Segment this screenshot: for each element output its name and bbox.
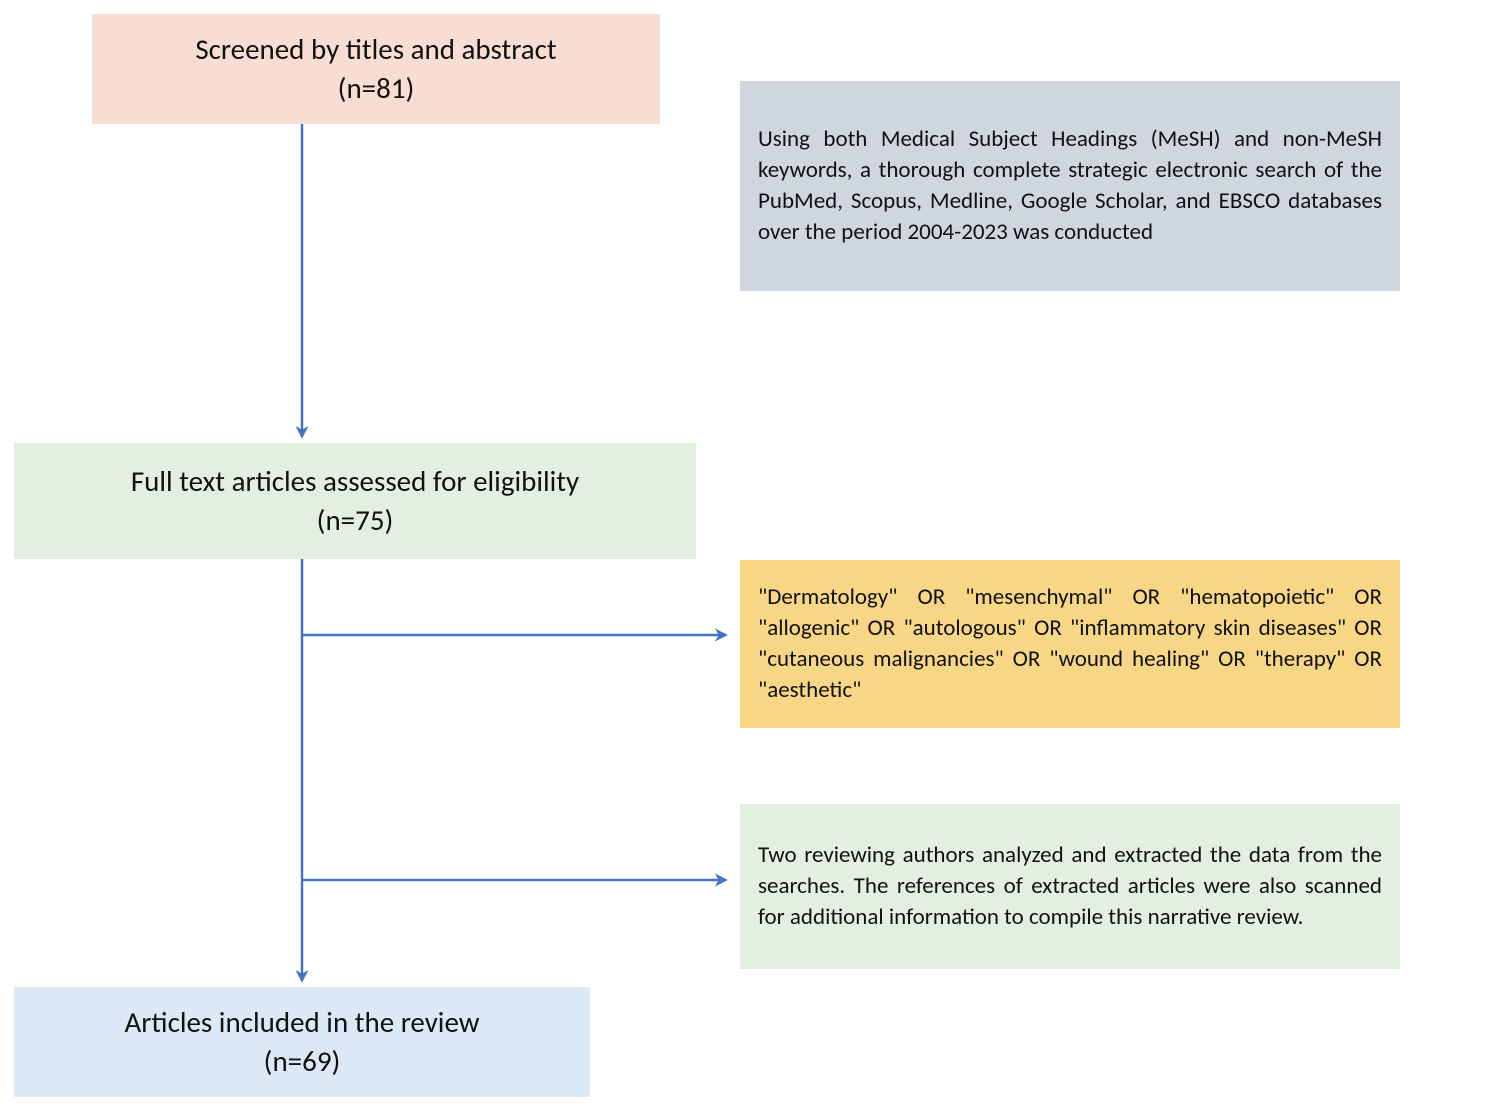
node-title: Articles included in the review: [32, 1003, 572, 1042]
node-text: Two reviewing authors analyzed and extra…: [758, 840, 1382, 933]
node-text: "Dermatology" OR "mesenchymal" OR "hemat…: [758, 582, 1382, 706]
flow-node-reviewers: Two reviewing authors analyzed and extra…: [740, 804, 1400, 969]
flow-node-screened: Screened by titles and abstract (n=81): [92, 14, 660, 124]
flow-node-eligibility: Full text articles assessed for eligibil…: [14, 443, 696, 559]
node-title: Full text articles assessed for eligibil…: [32, 462, 678, 501]
node-count: (n=69): [32, 1042, 572, 1081]
node-text: Using both Medical Subject Headings (MeS…: [758, 124, 1382, 248]
flow-node-keywords: "Dermatology" OR "mesenchymal" OR "hemat…: [740, 560, 1400, 728]
flow-node-included: Articles included in the review (n=69): [14, 987, 590, 1097]
node-count: (n=75): [32, 501, 678, 540]
node-count: (n=81): [110, 69, 642, 108]
node-title: Screened by titles and abstract: [110, 30, 642, 69]
flow-node-search-description: Using both Medical Subject Headings (MeS…: [740, 81, 1400, 291]
